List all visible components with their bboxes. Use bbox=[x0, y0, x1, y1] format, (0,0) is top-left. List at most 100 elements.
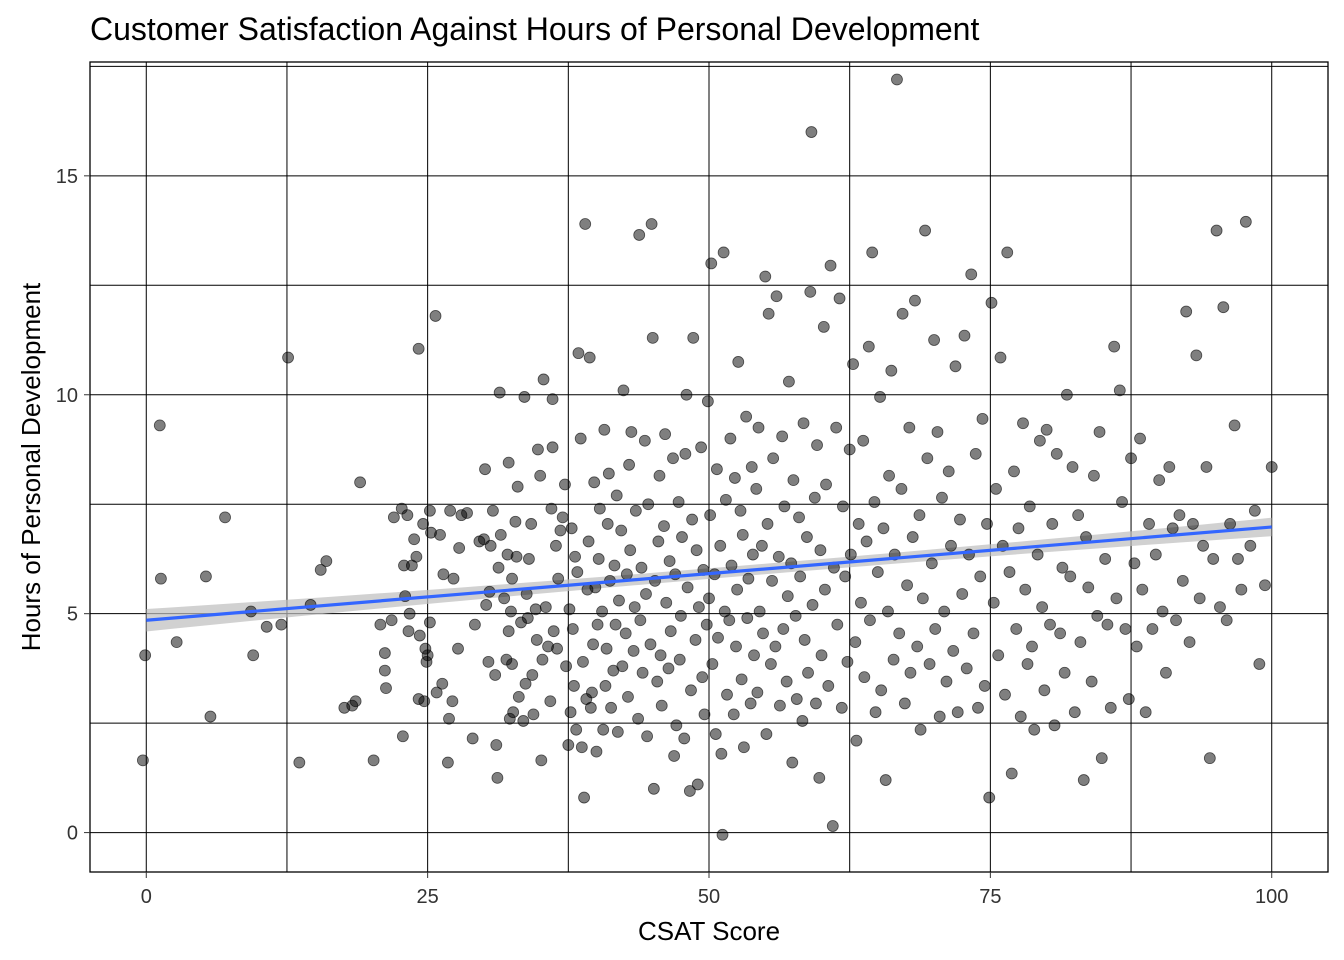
scatter-point bbox=[564, 706, 577, 719]
scatter-point bbox=[565, 522, 578, 535]
scatter-point bbox=[662, 662, 675, 675]
scatter-point bbox=[730, 640, 742, 653]
scatter-point bbox=[798, 634, 811, 646]
scatter-point bbox=[858, 671, 871, 684]
scatter-point bbox=[469, 618, 481, 631]
scatter-point bbox=[1044, 618, 1056, 631]
scatter-point bbox=[466, 732, 479, 745]
scatter-point bbox=[559, 478, 571, 491]
scatter-point bbox=[750, 482, 763, 495]
scatter-point bbox=[1021, 658, 1034, 670]
scatter-point bbox=[452, 642, 464, 655]
scatter-point bbox=[1048, 719, 1061, 732]
scatter-point bbox=[490, 739, 503, 751]
scatter-point bbox=[942, 465, 955, 478]
scatter-point bbox=[602, 467, 615, 480]
scatter-point bbox=[647, 782, 660, 795]
x-axis: 0 25 50 75 100 bbox=[141, 872, 1288, 908]
y-tick-label: 5 bbox=[67, 604, 78, 626]
scatter-point bbox=[817, 320, 830, 333]
scatter-point bbox=[600, 642, 613, 655]
scatter-point bbox=[443, 712, 455, 725]
scatter-point bbox=[777, 623, 790, 635]
scatter-point bbox=[421, 649, 434, 662]
scatter-point bbox=[945, 539, 957, 552]
scatter-point bbox=[938, 605, 951, 618]
scatter-point bbox=[1066, 461, 1079, 473]
x-tick-label: 50 bbox=[698, 886, 720, 908]
scatter-point bbox=[547, 625, 560, 638]
scatter-point bbox=[584, 701, 597, 714]
scatter-point bbox=[919, 224, 931, 237]
scatter-point bbox=[940, 675, 953, 688]
scatter-point bbox=[1012, 522, 1025, 535]
scatter-point bbox=[1113, 384, 1126, 397]
scatter-point bbox=[990, 482, 1002, 495]
scatter-point bbox=[510, 550, 523, 563]
scatter-point bbox=[871, 566, 884, 578]
scatter-point bbox=[653, 469, 666, 482]
scatter-point bbox=[380, 682, 392, 695]
scatter-point bbox=[787, 474, 800, 487]
scatter-point bbox=[590, 745, 603, 758]
scatter-point bbox=[736, 528, 749, 541]
scatter-point bbox=[597, 723, 610, 736]
scatter-point bbox=[929, 623, 942, 635]
scatter-point bbox=[1235, 583, 1248, 596]
scatter-point bbox=[850, 734, 863, 747]
scatter-point bbox=[879, 774, 892, 786]
scatter-point bbox=[659, 428, 672, 441]
scatter-point bbox=[755, 539, 768, 552]
scatter-point bbox=[498, 592, 511, 605]
scatter-point bbox=[615, 524, 628, 537]
scatter-point bbox=[893, 627, 906, 640]
scatter-point bbox=[632, 712, 644, 725]
scatter-point bbox=[793, 511, 805, 524]
x-tick-label: 0 bbox=[141, 886, 152, 908]
scatter-point bbox=[751, 686, 764, 699]
scatter-point bbox=[767, 452, 780, 465]
x-tick-label: 75 bbox=[979, 886, 1001, 908]
scatter-point bbox=[293, 756, 306, 769]
scatter-point bbox=[170, 636, 183, 649]
scatter-point bbox=[634, 614, 647, 627]
scatter-point bbox=[710, 463, 723, 476]
scatter-point bbox=[530, 634, 543, 646]
y-tick-label: 10 bbox=[56, 385, 78, 407]
scatter-point bbox=[494, 528, 507, 541]
scatter-point bbox=[562, 739, 575, 751]
scatter-point bbox=[724, 432, 737, 445]
scatter-point bbox=[1149, 548, 1162, 561]
scatter-point bbox=[933, 710, 946, 723]
scatter-point bbox=[641, 730, 653, 743]
scatter-point bbox=[566, 623, 579, 635]
scatter-point bbox=[588, 476, 601, 489]
scatter-point bbox=[1253, 658, 1266, 670]
scatter-point bbox=[1232, 553, 1244, 565]
scatter-point bbox=[847, 358, 859, 371]
scatter-point bbox=[974, 570, 987, 583]
scatter-point bbox=[628, 601, 641, 614]
scatter-point bbox=[526, 669, 539, 681]
scatter-point bbox=[914, 723, 927, 736]
scatter-point bbox=[1197, 539, 1209, 552]
scatter-point bbox=[712, 631, 724, 644]
scatter-point bbox=[247, 649, 260, 662]
scatter-point bbox=[753, 605, 766, 618]
y-tick-label: 0 bbox=[67, 823, 78, 845]
scatter-point bbox=[734, 504, 747, 517]
scatter-point bbox=[412, 342, 425, 355]
scatter-point bbox=[646, 331, 659, 344]
scatter-point bbox=[1072, 509, 1085, 522]
scatter-point bbox=[774, 699, 786, 712]
scatter-point bbox=[748, 649, 760, 662]
scatter-point bbox=[745, 461, 758, 473]
scatter-point bbox=[1134, 432, 1146, 445]
scatter-point bbox=[611, 725, 624, 738]
x-axis-title: CSAT Score bbox=[638, 916, 780, 946]
scatter-point bbox=[936, 491, 948, 504]
scatter-point bbox=[636, 666, 649, 679]
scatter-point bbox=[690, 544, 703, 557]
scatter-point bbox=[1200, 461, 1213, 473]
scatter-point bbox=[956, 588, 969, 600]
